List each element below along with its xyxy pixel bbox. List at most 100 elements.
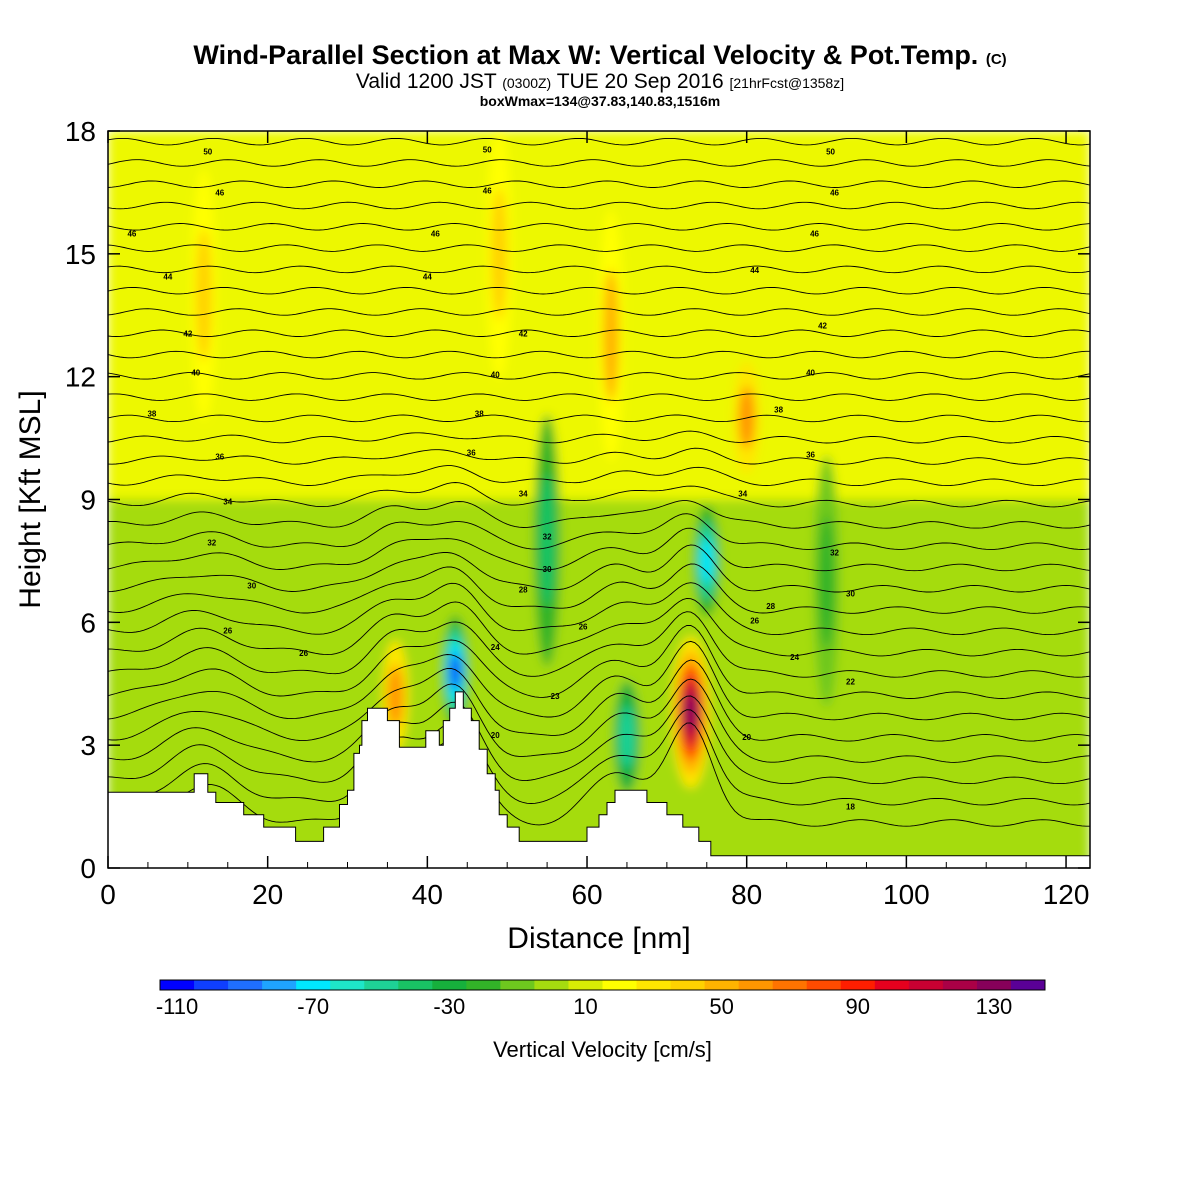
theta-label-text: 40 — [191, 369, 200, 378]
theta-label-text: 34 — [223, 498, 232, 507]
theta-contour — [108, 611, 1090, 678]
colorbar-swatch — [1010, 980, 1046, 990]
colorbar-swatch — [704, 980, 740, 990]
theta-contour — [108, 201, 1090, 210]
theta-label: 26 — [299, 649, 308, 658]
y-tick-label: 9 — [80, 485, 96, 516]
theta-label-text: 20 — [491, 731, 500, 740]
colorbar: -110 -70 -30 10 50 90 130 Vertical Velocity [cm… — [156, 979, 1046, 1062]
colorbar-swatch — [670, 980, 706, 990]
theta-label-text: 40 — [806, 369, 815, 378]
theta-label: 28 — [519, 586, 528, 595]
theta-label: 34 — [519, 489, 528, 498]
colorbar-tick-label: 130 — [976, 994, 1013, 1019]
theta-label-text: 36 — [806, 450, 815, 459]
theta-label-text: 46 — [483, 186, 492, 195]
theta-label: 26 — [750, 616, 759, 625]
theta-label: 20 — [491, 731, 500, 740]
x-tick-label: 40 — [412, 879, 443, 910]
theta-label-text: 38 — [147, 410, 156, 419]
theta-contour — [108, 659, 1090, 742]
colorbar-swatch — [296, 980, 331, 990]
theta-label-text: 30 — [247, 581, 256, 590]
y-axis-label: Height [Kft MSL] — [14, 390, 47, 608]
theta-label-text: 46 — [810, 229, 819, 238]
theta-label: 44 — [163, 272, 172, 281]
theta-label: 40 — [491, 371, 500, 380]
theta-label-text: 50 — [203, 147, 212, 156]
theta-label: 42 — [519, 330, 528, 339]
colorbar-swatch — [534, 980, 569, 990]
theta-label-text: 44 — [423, 272, 432, 281]
theta-contour — [108, 414, 1090, 423]
valid-time: Valid 1200 JST — [355, 70, 497, 93]
theta-label: 36 — [467, 448, 476, 457]
theta-contour — [108, 372, 1090, 380]
theta-label: 38 — [147, 410, 156, 419]
theta-contour — [108, 709, 1090, 806]
theta-contour — [108, 527, 1090, 572]
box-wmax-info: boxWmax=134@37.83,140.83,1516m — [479, 93, 721, 109]
colorbar-swatch — [772, 980, 808, 990]
colorbar-title: Vertical Velocity [cm/s] — [493, 1037, 712, 1062]
theta-label: 46 — [830, 188, 839, 197]
theta-label: 32 — [543, 532, 552, 541]
x-tick-label: 0 — [100, 879, 116, 910]
theta-label-text: 42 — [519, 330, 528, 339]
w-feature-3 — [491, 187, 508, 320]
chart-title-text: Wind-Parallel Section at Max W: Vertical… — [193, 40, 979, 70]
theta-label-text: 30 — [846, 590, 855, 599]
theta-label-text: 30 — [543, 565, 552, 574]
colorbar-swatch — [194, 980, 229, 990]
theta-label-text: 23 — [551, 692, 560, 701]
theta-label-text: 40 — [491, 371, 500, 380]
theta-label: 20 — [742, 733, 751, 742]
colorbar-swatch — [398, 980, 433, 990]
colorbar-swatch — [942, 980, 978, 990]
theta-label-text: 32 — [207, 538, 216, 547]
theta-label-text: 24 — [491, 643, 500, 652]
colorbar-swatch — [874, 980, 910, 990]
forecast-info: [21hrFcst@1358z] — [729, 75, 845, 91]
theta-contour — [108, 678, 1090, 763]
theta-label: 30 — [846, 590, 855, 599]
theta-label-text: 26 — [579, 622, 588, 631]
colorbar-swatch — [568, 980, 603, 990]
w-feature-10 — [818, 515, 835, 648]
theta-label-text: 20 — [742, 733, 751, 742]
theta-contour — [108, 329, 1090, 337]
y-tick-label: 12 — [65, 362, 96, 393]
w-feature-6 — [700, 538, 714, 584]
x-tick-label: 120 — [1043, 879, 1090, 910]
theta-contour — [108, 350, 1090, 359]
theta-label: 36 — [806, 450, 815, 459]
theta-contour — [108, 544, 1090, 593]
colorbar-tick-label: 50 — [709, 994, 733, 1019]
theta-label: 46 — [215, 188, 224, 197]
theta-label-text: 46 — [431, 229, 440, 238]
theta-label-text: 50 — [826, 147, 835, 156]
theta-label: 36 — [215, 453, 224, 462]
colorbar-tick-label: 10 — [573, 994, 597, 1019]
theta-label: 42 — [818, 321, 827, 330]
theta-label: 23 — [551, 692, 560, 701]
theta-label-text: 46 — [830, 188, 839, 197]
theta-label: 32 — [830, 549, 839, 558]
colorbar-swatch — [364, 980, 399, 990]
theta-contour — [108, 500, 1090, 529]
x-tick-label: 60 — [571, 879, 602, 910]
theta-contour — [108, 447, 1090, 465]
terrain-polygon — [107, 691, 1091, 869]
theta-label: 24 — [790, 653, 799, 662]
colorbar-swatch — [636, 980, 672, 990]
theta-label-text: 46 — [215, 188, 224, 197]
theta-label: 50 — [826, 147, 835, 156]
theta-contour — [108, 563, 1090, 614]
theta-label: 28 — [766, 602, 775, 611]
theta-label-text: 46 — [127, 229, 136, 238]
theta-label: 30 — [247, 581, 256, 590]
theta-label-text: 42 — [818, 321, 827, 330]
copyright-mark: (C) — [985, 51, 1007, 68]
theta-label: 46 — [483, 186, 492, 195]
